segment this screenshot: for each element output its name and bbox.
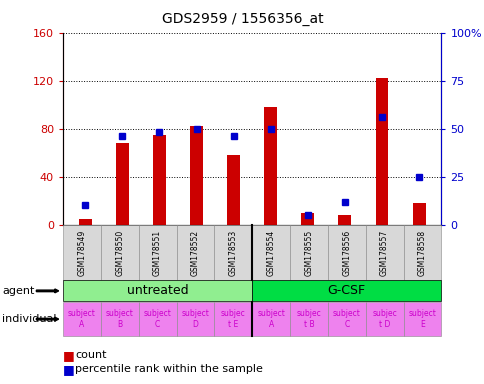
- Text: ■: ■: [63, 349, 75, 362]
- Text: subject
A: subject A: [68, 310, 96, 329]
- Text: GSM178558: GSM178558: [417, 229, 426, 276]
- Text: G-CSF: G-CSF: [327, 285, 365, 297]
- Bar: [227, 155, 240, 225]
- Bar: [78, 218, 91, 225]
- Bar: [338, 215, 351, 225]
- Text: GSM178557: GSM178557: [379, 229, 388, 276]
- Text: subjec
t E: subjec t E: [220, 310, 245, 329]
- Text: GSM178554: GSM178554: [266, 229, 275, 276]
- Text: GSM178555: GSM178555: [304, 229, 313, 276]
- Bar: [116, 143, 129, 225]
- Text: individual: individual: [2, 314, 57, 324]
- Text: subject
B: subject B: [106, 310, 134, 329]
- Text: untreated: untreated: [126, 285, 188, 297]
- Text: GSM178550: GSM178550: [115, 229, 124, 276]
- Text: GSM178551: GSM178551: [153, 229, 162, 276]
- Text: count: count: [75, 350, 106, 360]
- Text: subjec
t D: subjec t D: [371, 310, 396, 329]
- Text: percentile rank within the sample: percentile rank within the sample: [75, 364, 262, 374]
- Text: subject
E: subject E: [408, 310, 436, 329]
- Text: subject
C: subject C: [143, 310, 171, 329]
- Bar: [264, 107, 277, 225]
- Bar: [190, 126, 203, 225]
- Text: subject
A: subject A: [257, 310, 285, 329]
- Bar: [152, 135, 166, 225]
- Bar: [412, 203, 424, 225]
- Bar: [375, 78, 388, 225]
- Text: GSM178549: GSM178549: [77, 229, 86, 276]
- Text: subject
D: subject D: [181, 310, 209, 329]
- Text: GDS2959 / 1556356_at: GDS2959 / 1556356_at: [161, 12, 323, 25]
- Text: GSM178553: GSM178553: [228, 229, 237, 276]
- Text: ■: ■: [63, 363, 75, 376]
- Text: subject
C: subject C: [332, 310, 360, 329]
- Text: GSM178556: GSM178556: [342, 229, 350, 276]
- Text: subjec
t B: subjec t B: [296, 310, 321, 329]
- Text: agent: agent: [2, 286, 35, 296]
- Text: GSM178552: GSM178552: [191, 229, 199, 276]
- Bar: [301, 213, 314, 225]
